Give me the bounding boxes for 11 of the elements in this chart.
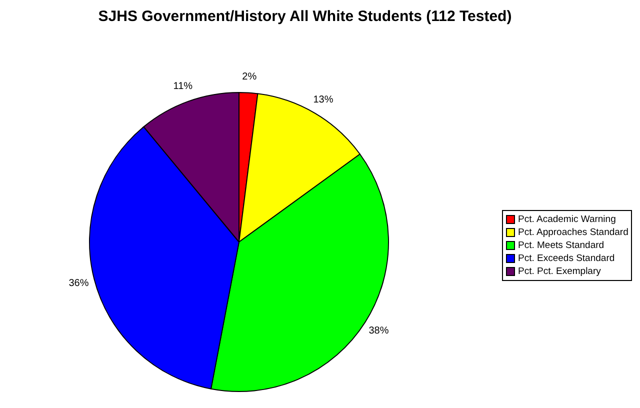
legend-label: Pct. Academic Warning [518, 213, 616, 226]
data-label: 13% [313, 94, 334, 106]
legend-label: Pct. Exceeds Standard [518, 252, 615, 265]
data-label: 2% [242, 72, 257, 83]
data-label: 38% [368, 325, 389, 336]
legend-label: Pct. Pct. Exemplary [518, 265, 601, 278]
legend-label: Pct. Approaches Standard [518, 226, 628, 239]
data-label: 11% [173, 81, 193, 92]
data-label: 36% [68, 278, 89, 289]
chart-title: SJHS Government/History All White Students (112 Tested) [97, 8, 513, 25]
legend-label: Pct. Meets Standard [518, 239, 604, 252]
